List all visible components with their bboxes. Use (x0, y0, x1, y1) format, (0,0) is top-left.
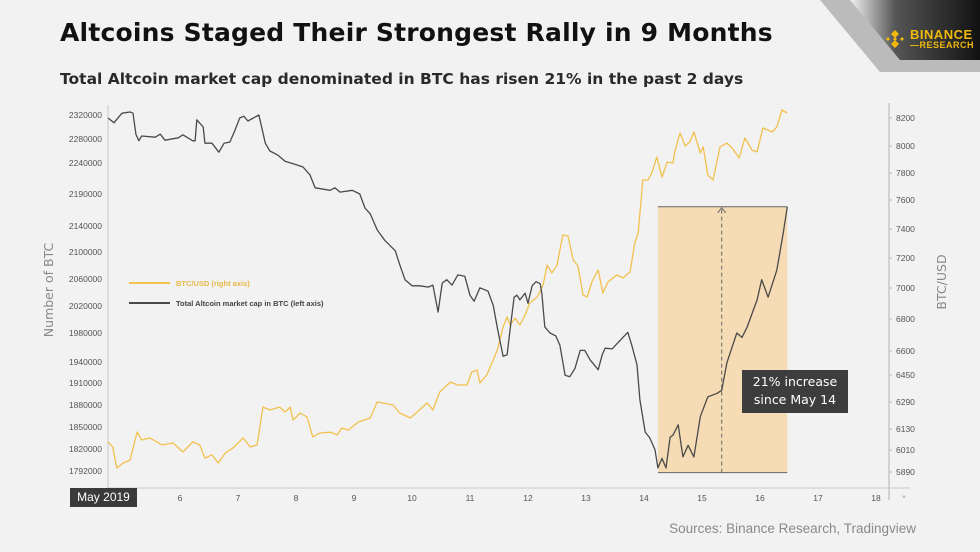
left-tick-label: 1940000 (69, 357, 102, 367)
x-tick-label: 10 (407, 493, 417, 503)
right-tick-label: 6010 (896, 445, 915, 455)
binance-diamond-icon (886, 30, 904, 48)
logo-line1: BINANCE (910, 27, 973, 42)
right-tick-label: 8200 (896, 113, 915, 123)
x-extra-tick: * (902, 494, 906, 502)
right-axis-title: BTC/USD (934, 254, 949, 309)
left-tick-label: 2140000 (69, 221, 102, 231)
x-tick-label: 18 (871, 493, 881, 503)
right-tick-label: 6290 (896, 397, 915, 407)
left-tick-label: 1850000 (69, 422, 102, 432)
legend-label: Total Altcoin market cap in BTC (left ax… (176, 299, 324, 308)
x-tick-label: 11 (466, 493, 475, 503)
x-tick-label: 8 (294, 493, 299, 503)
left-tick-label: 2100000 (69, 247, 102, 257)
left-tick-label: 1880000 (69, 400, 102, 410)
left-tick-label: 1792000 (69, 466, 102, 476)
right-tick-label: 7800 (896, 168, 915, 178)
highlight-region (657, 206, 788, 473)
x-tick-label: 7 (236, 493, 241, 503)
right-tick-label: 7400 (896, 224, 915, 234)
left-tick-label: 1910000 (69, 378, 102, 388)
right-tick-label: 6600 (896, 346, 915, 356)
binance-research-logo: BINANCE —RESEARCH (885, 28, 974, 50)
right-tick-label: 7000 (896, 283, 915, 293)
legend-label: BTC/USD (right axis) (176, 279, 250, 288)
btc-usd-line (107, 109, 788, 469)
left-axis-title: Number of BTC (41, 243, 56, 338)
right-tick-label: 6800 (896, 314, 915, 324)
right-tick-label: 5890 (896, 467, 915, 477)
left-tick-label: 2190000 (69, 189, 102, 199)
left-tick-label: 2060000 (69, 274, 102, 284)
x-tick-label: 13 (581, 493, 591, 503)
arrow-head-icon (717, 206, 727, 214)
page-subtitle: Total Altcoin market cap denominated in … (60, 70, 744, 88)
left-tick-label: 2280000 (69, 134, 102, 144)
right-tick-label: 6450 (896, 370, 915, 380)
right-tick-label: 8000 (896, 141, 915, 151)
left-tick-label: 1980000 (69, 328, 102, 338)
right-tick-label: 7600 (896, 195, 915, 205)
page-title: Altcoins Staged Their Strongest Rally in… (60, 18, 773, 47)
source-note: Sources: Binance Research, Tradingview (669, 521, 916, 536)
x-tick-label: 9 (352, 493, 357, 503)
x-month-label: May 2019 (70, 488, 137, 507)
x-tick-label: 6 (178, 493, 183, 503)
annotation-line2: since May 14 (753, 392, 837, 407)
logo-line2: —RESEARCH (910, 40, 975, 50)
right-tick-label: 6130 (896, 424, 915, 434)
left-tick-label: 2320000 (69, 110, 102, 120)
x-tick-label: 17 (813, 493, 823, 503)
left-tick-label: 2240000 (69, 158, 102, 168)
logo-banner (820, 0, 980, 72)
annotation-box: 21% increase since May 14 (742, 370, 848, 413)
left-tick-label: 1820000 (69, 444, 102, 454)
altcoin-cap-line (107, 111, 788, 469)
right-tick-label: 7200 (896, 253, 915, 263)
x-tick-label: 12 (523, 493, 533, 503)
left-tick-label: 2020000 (69, 301, 102, 311)
x-tick-label: 14 (639, 493, 649, 503)
x-tick-label: 16 (755, 493, 765, 503)
annotation-line1: 21% increase (752, 374, 838, 389)
x-tick-label: 15 (697, 493, 707, 503)
